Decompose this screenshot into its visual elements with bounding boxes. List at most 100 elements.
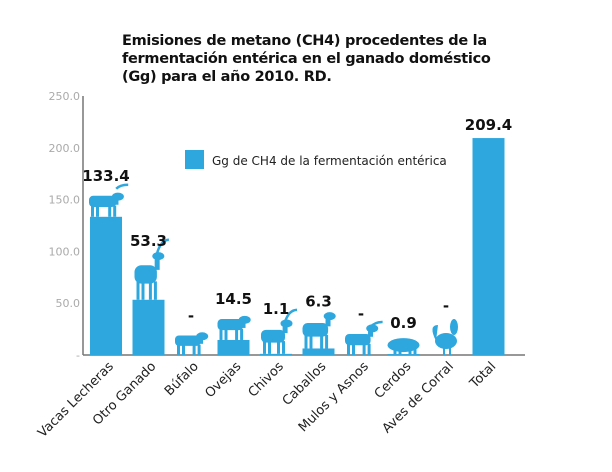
legend-label: Gg de CH4 de la fermentación entérica xyxy=(212,154,447,168)
y-tick-label: 50.0 xyxy=(56,297,81,310)
value-label: 0.9 xyxy=(390,314,417,332)
head xyxy=(152,252,165,261)
bar-group: 209.4 Total xyxy=(465,116,512,392)
bar xyxy=(387,354,420,355)
leg xyxy=(148,281,152,300)
cow-icon xyxy=(89,183,129,217)
category-label: Chivos xyxy=(246,359,287,400)
body xyxy=(217,318,244,331)
horns xyxy=(283,308,298,323)
body xyxy=(261,329,285,343)
bar xyxy=(90,216,122,355)
leg xyxy=(268,341,271,354)
deer-icon xyxy=(134,238,170,300)
value-label: 6.3 xyxy=(305,292,332,310)
legend-swatch xyxy=(185,150,204,169)
leg xyxy=(263,341,266,354)
goat-icon xyxy=(261,308,298,354)
head xyxy=(196,332,209,341)
category-label: Vacas Lecheras xyxy=(35,359,117,441)
value-label: 209.4 xyxy=(465,116,512,134)
value-label: 14.5 xyxy=(215,290,252,308)
category-label: Cerdos xyxy=(372,359,415,402)
leg xyxy=(96,205,99,217)
leg xyxy=(449,348,451,355)
leg xyxy=(153,281,157,300)
leg xyxy=(235,328,239,340)
leg xyxy=(91,205,94,217)
tail xyxy=(432,325,438,341)
bar xyxy=(302,348,335,355)
leg xyxy=(141,281,145,300)
leg xyxy=(393,349,397,355)
head xyxy=(366,324,379,333)
head xyxy=(323,312,336,321)
sheep-icon xyxy=(217,315,251,340)
donkey-icon xyxy=(345,320,383,355)
leg xyxy=(240,328,244,340)
value-label: 133.4 xyxy=(82,167,129,185)
bar xyxy=(217,339,250,355)
body xyxy=(387,338,420,353)
value-label: - xyxy=(188,307,194,325)
value-label: 53.3 xyxy=(130,232,167,250)
rooster-icon xyxy=(432,319,458,355)
legend: Gg de CH4 de la fermentación entérica xyxy=(185,150,447,169)
head xyxy=(238,315,251,324)
body xyxy=(345,334,371,346)
bar xyxy=(132,299,165,355)
leg xyxy=(352,343,355,355)
leg xyxy=(309,334,313,349)
category-label: Ovejas xyxy=(202,359,244,401)
body xyxy=(302,322,329,337)
head xyxy=(111,192,124,201)
bar-group: 14.5 Ovejas xyxy=(202,290,252,401)
head xyxy=(280,319,293,328)
leg xyxy=(413,349,417,355)
y-tick-label: 250.0 xyxy=(49,90,81,103)
leg xyxy=(197,344,201,355)
leg xyxy=(408,349,412,355)
leg xyxy=(325,334,329,349)
y-tick-label: 150.0 xyxy=(49,194,81,207)
y-tick-label: - xyxy=(76,349,80,362)
leg xyxy=(192,344,196,355)
value-label: - xyxy=(358,305,364,323)
horns xyxy=(115,183,129,190)
leg xyxy=(320,334,324,349)
neck xyxy=(282,321,288,334)
leg xyxy=(182,344,185,355)
body xyxy=(89,195,117,207)
title-line: Emisiones de metano (CH4) procedentes de… xyxy=(122,33,487,49)
value-label: - xyxy=(443,297,449,315)
leg xyxy=(282,341,285,354)
body xyxy=(134,265,157,284)
leg xyxy=(367,343,371,355)
pig-icon xyxy=(387,338,420,355)
leg xyxy=(304,334,308,349)
horse-icon xyxy=(302,312,336,349)
neck xyxy=(154,253,160,270)
bar xyxy=(260,353,292,355)
bar-group: - Búfalo xyxy=(162,307,209,399)
leg xyxy=(224,328,228,340)
leg xyxy=(398,349,402,355)
leg xyxy=(108,205,112,217)
leg xyxy=(113,205,117,217)
bar xyxy=(472,138,505,355)
leg xyxy=(177,344,180,355)
category-label: Total xyxy=(467,359,500,392)
neck xyxy=(450,319,458,335)
category-label: Búfalo xyxy=(162,359,202,399)
buffalo-icon xyxy=(175,332,209,355)
leg xyxy=(362,343,366,355)
leg xyxy=(443,348,445,355)
title-line: (Gg) para el año 2010. RD. xyxy=(122,69,332,85)
leg xyxy=(347,343,350,355)
title-line: fermentación entérica en el ganado domés… xyxy=(122,51,491,67)
chart-title: Emisiones de metano (CH4) procedentes de… xyxy=(122,32,502,86)
body xyxy=(435,333,457,349)
leg xyxy=(136,281,140,300)
bar-group: 1.1 Chivos xyxy=(246,300,298,400)
